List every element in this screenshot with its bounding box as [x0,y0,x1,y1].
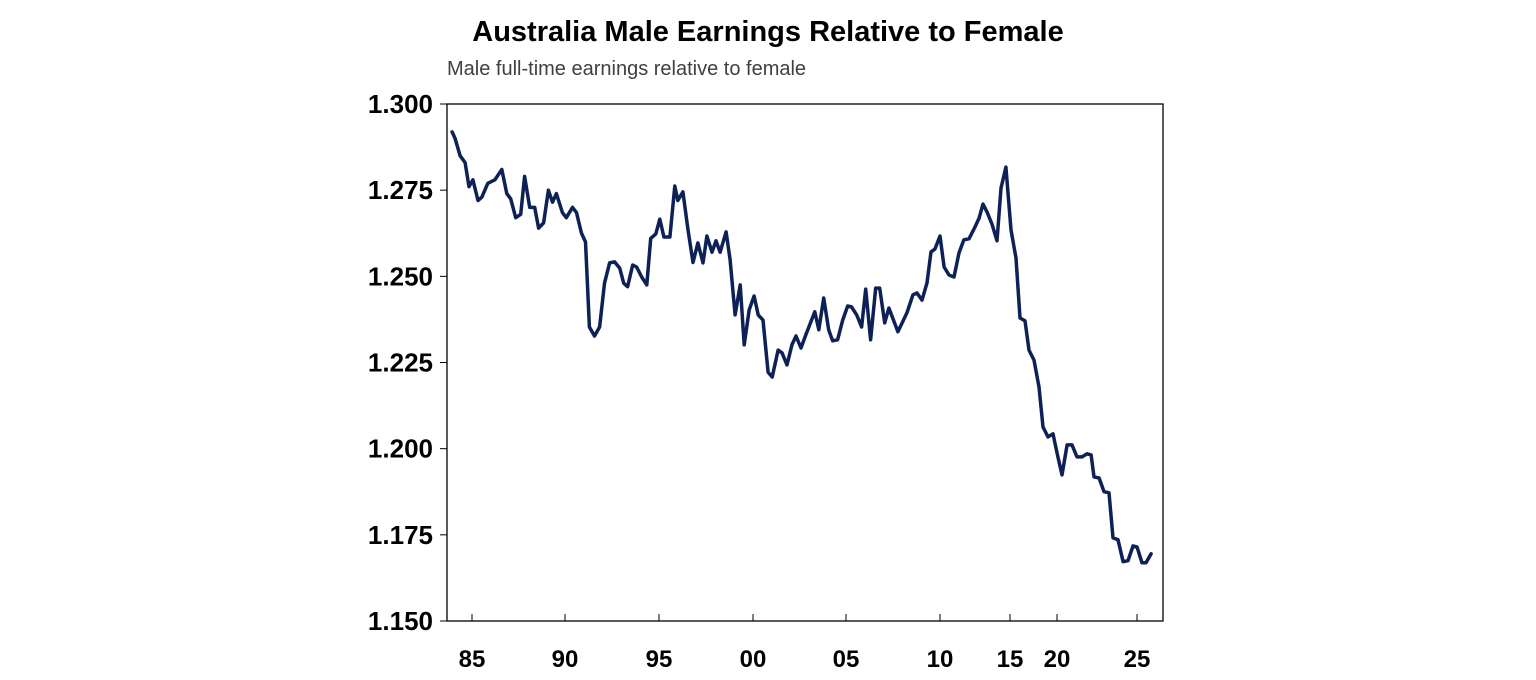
y-tick-label: 1.250 [368,261,433,291]
series-line [450,130,1153,565]
x-tick-label: 85 [459,646,486,673]
y-tick-label: 1.275 [368,175,433,205]
x-tick-label: 15 [997,646,1024,673]
chart-title: Australia Male Earnings Relative to Fema… [472,16,1064,48]
y-tick-label: 1.150 [368,606,433,636]
y-axis: 1.300 1.275 1.250 1.225 1.200 1.175 1.150 [368,89,447,636]
x-tick-label: 00 [740,646,767,673]
x-axis: 85 90 95 00 05 10 15 20 25 [459,614,1151,673]
x-tick-label: 20 [1044,646,1071,673]
x-tick-label: 90 [552,646,579,673]
x-tick-label: 95 [646,646,673,673]
x-tick-label: 05 [833,646,860,673]
y-tick-label: 1.300 [368,89,433,119]
x-tick-label: 10 [927,646,954,673]
y-tick-label: 1.175 [368,520,433,550]
y-tick-label: 1.200 [368,434,433,464]
y-tick-label: 1.225 [368,348,433,378]
plot-area-frame [446,103,1164,622]
x-tick-label: 25 [1124,646,1151,673]
series-group [450,130,1153,565]
chart-subtitle: Male full-time earnings relative to fema… [447,58,807,80]
